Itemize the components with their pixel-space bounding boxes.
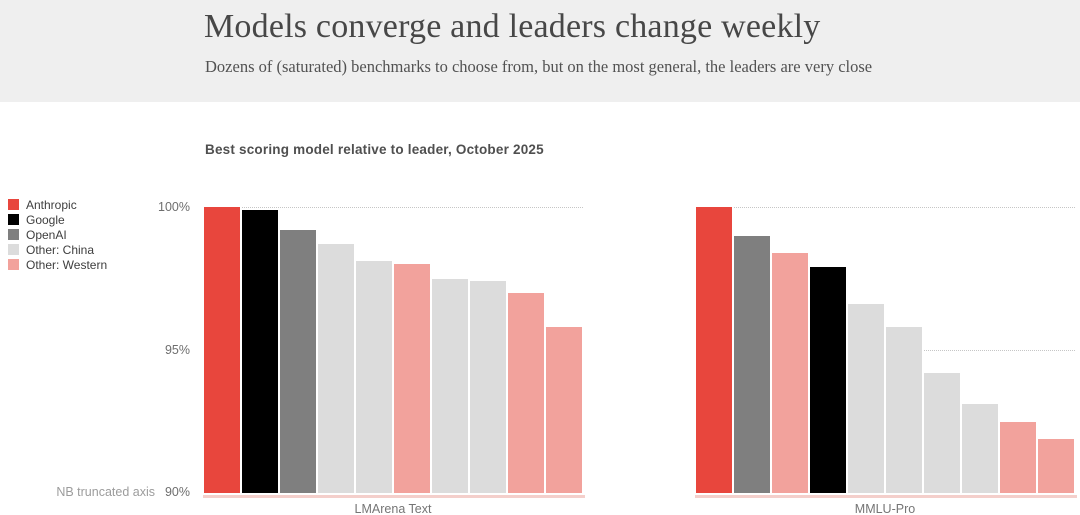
legend-item-other-china: Other: China bbox=[8, 242, 107, 257]
bar-other-china bbox=[469, 281, 507, 493]
bar-other-china bbox=[961, 404, 999, 493]
bar-anthropic bbox=[695, 207, 733, 493]
bar-other-china bbox=[431, 278, 469, 493]
legend-label: Anthropic bbox=[26, 197, 77, 212]
page-subtitle: Dozens of (saturated) benchmarks to choo… bbox=[205, 57, 873, 76]
legend-swatch-google bbox=[8, 214, 19, 225]
legend-label: OpenAI bbox=[26, 227, 67, 242]
legend-item-google: Google bbox=[8, 212, 107, 227]
x-axis-baseline bbox=[203, 495, 585, 498]
bar-openai bbox=[733, 235, 771, 493]
x-axis-baseline bbox=[695, 495, 1077, 498]
bar-chart-mmlu-pro: MMLU-Pro bbox=[695, 207, 1077, 515]
legend-item-openai: OpenAI bbox=[8, 227, 107, 242]
bar-openai bbox=[279, 229, 317, 493]
bar-group bbox=[695, 207, 1075, 493]
page-title: Models converge and leaders change weekl… bbox=[204, 8, 821, 45]
bar-other-western bbox=[1037, 438, 1075, 493]
bar-other-western bbox=[771, 252, 809, 493]
legend-swatch-openai bbox=[8, 229, 19, 240]
y-axis-tick-90: 90% bbox=[164, 485, 190, 499]
gridline-100-percent bbox=[203, 207, 583, 208]
bar-other-western bbox=[545, 327, 583, 493]
bar-other-china bbox=[885, 327, 923, 493]
bar-other-western bbox=[393, 264, 431, 493]
bar-chart-lmarena-text: LMArena Text bbox=[203, 207, 585, 515]
bar-google bbox=[809, 267, 847, 493]
truncated-axis-note: NB truncated axis bbox=[56, 485, 155, 499]
header-band bbox=[0, 0, 1080, 102]
x-axis-label: LMArena Text bbox=[354, 502, 432, 515]
legend-item-other-western: Other: Western bbox=[8, 257, 107, 272]
chart-legend: Anthropic Google OpenAI Other: China Other: … bbox=[8, 197, 107, 272]
legend-label: Other: Western bbox=[26, 257, 108, 272]
gridline-100-percent bbox=[695, 207, 1075, 208]
bar-other-china bbox=[317, 244, 355, 493]
bar-other-china bbox=[847, 304, 885, 493]
y-axis-tick-95: 95% bbox=[164, 343, 190, 357]
legend-swatch-other-western bbox=[8, 259, 19, 270]
chart-title: Best scoring model relative to leader, O… bbox=[205, 142, 544, 157]
legend-label: Other: China bbox=[26, 242, 95, 257]
y-axis-tick-100: 100% bbox=[158, 200, 190, 214]
legend-swatch-anthropic bbox=[8, 199, 19, 210]
bar-other-china bbox=[923, 372, 961, 493]
bar-other-western bbox=[999, 421, 1037, 493]
x-axis-label: MMLU-Pro bbox=[854, 502, 916, 515]
legend-label: Google bbox=[26, 212, 65, 227]
bar-other-western bbox=[507, 292, 545, 493]
bar-group bbox=[203, 207, 583, 493]
bar-google bbox=[241, 209, 279, 493]
bar-anthropic bbox=[203, 207, 241, 493]
bar-other-china bbox=[355, 261, 393, 493]
legend-swatch-other-china bbox=[8, 244, 19, 255]
legend-item-anthropic: Anthropic bbox=[8, 197, 107, 212]
